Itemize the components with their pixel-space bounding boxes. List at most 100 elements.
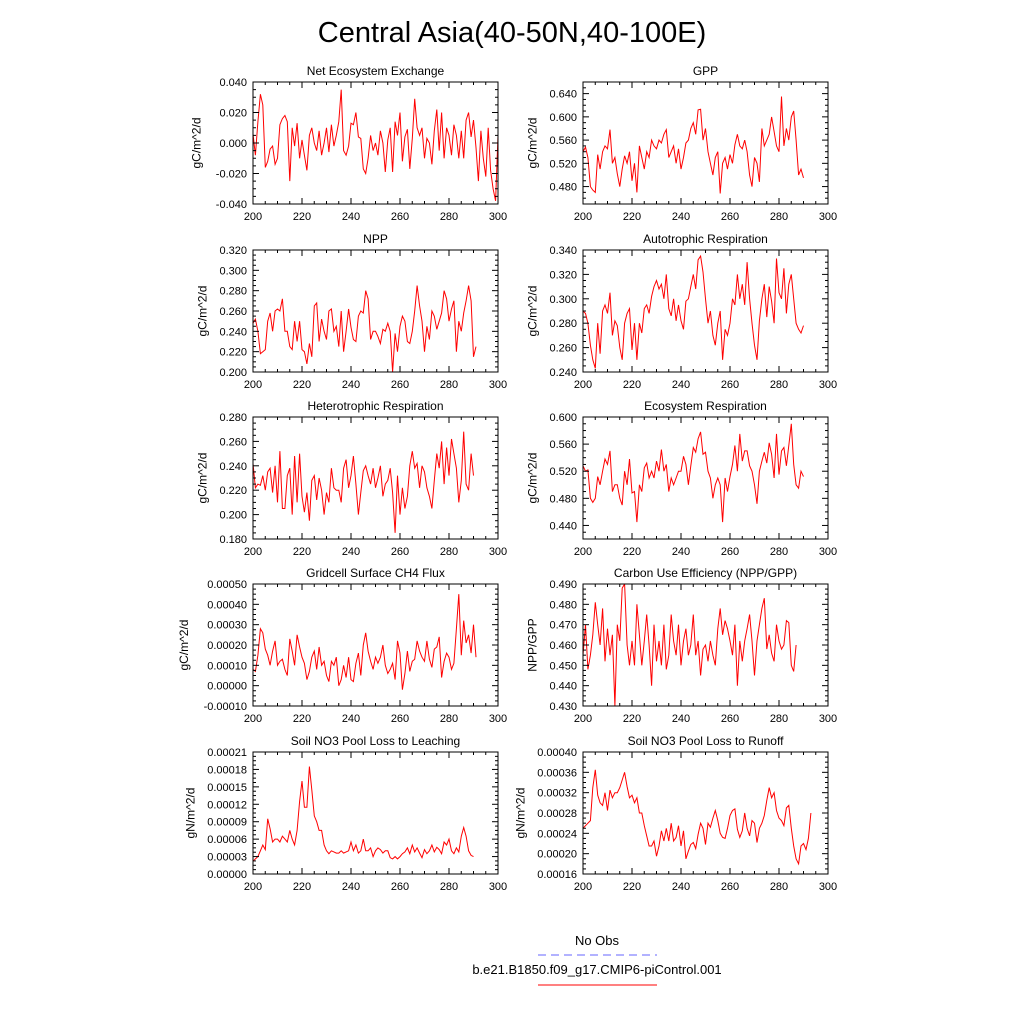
series-line-heterotrophic-respiration [253,431,474,533]
y-tick-label: 0.00050 [207,579,247,591]
y-axis-label: gC/m^2/d [177,620,191,671]
y-tick-label: 0.00040 [537,747,577,759]
y-tick-label: 0.300 [549,294,577,306]
x-tick-label: 240 [342,211,360,223]
x-tick-label: 280 [770,379,788,391]
y-tick-label: 0.240 [219,461,247,473]
y-tick-label: 0.260 [219,436,247,448]
x-tick-label: 240 [342,881,360,893]
plot-frame [582,751,829,875]
y-tick-label: 0.00003 [207,852,247,864]
y-axis-label: gN/m^2/d [183,788,197,839]
y-tick-label: 0.260 [549,343,577,355]
x-tick-label: 260 [721,546,739,558]
y-tick-label: 0.450 [549,660,577,672]
panel-title: Net Ecosystem Exchange [307,64,445,78]
x-tick-label: 200 [574,881,592,893]
y-tick-label: 0.00000 [207,869,247,881]
y-tick-label: -0.00010 [204,701,247,713]
x-tick-label: 220 [623,546,641,558]
y-tick-label: 0.300 [219,265,247,277]
x-tick-label: 200 [244,546,262,558]
y-axis-label: NPP/GPP [526,618,540,671]
series-line-carbon-use-efficiency-npp-gpp [583,584,797,706]
y-tick-label: 0.220 [219,347,247,359]
y-tick-label: 0.560 [549,439,577,451]
x-tick-label: 200 [244,379,262,391]
plot-frame [582,416,829,540]
series-line-soil-no3-pool-loss-to-leaching [253,766,474,862]
x-tick-label: 200 [574,211,592,223]
x-tick-label: 280 [440,379,458,391]
x-tick-label: 280 [770,713,788,725]
y-tick-label: 0.480 [549,182,577,194]
y-axis-label: gN/m^2/d [513,788,527,839]
series-line-gpp [583,96,804,194]
y-tick-label: 0.00010 [207,660,247,672]
y-tick-label: 0.040 [219,77,247,89]
y-tick-label: 0.020 [219,108,247,120]
y-axis-label: gC/m^2/d [526,286,540,337]
plot-frame [252,249,499,373]
panel-autotrophic-respiration: Autotrophic Respiration 200 220 240 260 280 30… [526,232,838,391]
y-tick-label: 0.00015 [207,782,247,794]
x-tick-label: 240 [672,881,690,893]
x-tick-label: 220 [293,713,311,725]
panel-carbon-use-efficiency-npp-gpp: Carbon Use Efficiency (NPP/GPP) 200 220 240… [526,566,838,725]
x-tick-label: 260 [721,881,739,893]
panel-soil-no3-pool-loss-to-leaching: Soil NO3 Pool Loss to Leaching 200 220 240 2… [183,734,507,893]
panel-title: Autotrophic Respiration [643,232,768,246]
y-tick-label: 0.180 [219,534,247,546]
y-tick-label: 0.00040 [207,599,247,611]
y-axis-label: gC/m^2/d [526,118,540,169]
x-tick-label: 240 [342,546,360,558]
x-tick-label: 300 [489,546,507,558]
y-tick-label: 0.280 [219,286,247,298]
x-tick-label: 260 [721,379,739,391]
y-tick-label: 0.520 [549,466,577,478]
y-tick-label: 0.640 [549,89,577,101]
x-tick-label: 280 [440,546,458,558]
x-tick-label: 200 [574,379,592,391]
x-tick-label: 260 [721,211,739,223]
y-tick-label: 0.200 [219,510,247,522]
panel-title: Carbon Use Efficiency (NPP/GPP) [614,566,797,580]
x-tick-label: 300 [489,881,507,893]
y-tick-label: 0.560 [549,135,577,147]
x-tick-label: 240 [342,379,360,391]
y-tick-label: 0.00018 [207,764,247,776]
series-line-soil-no3-pool-loss-to-runoff [583,769,812,866]
x-tick-label: 260 [391,881,409,893]
x-tick-label: 300 [819,379,837,391]
series-line-gridcell-surface-ch4-flux [253,594,477,690]
x-tick-label: 300 [819,713,837,725]
y-tick-label: 0.00024 [537,828,577,840]
x-tick-label: 220 [293,546,311,558]
figure-title: Central Asia(40-50N,40-100E) [318,17,706,49]
y-tick-label: 0.220 [219,485,247,497]
panel-ecosystem-respiration: Ecosystem Respiration 200 220 240 260 280 300 0… [526,399,838,558]
x-tick-label: 220 [623,379,641,391]
x-tick-label: 280 [440,211,458,223]
x-tick-label: 280 [440,881,458,893]
panel-title: Soil NO3 Pool Loss to Leaching [291,734,460,748]
plot-frame [582,249,829,373]
x-tick-label: 300 [489,713,507,725]
x-tick-label: 240 [672,379,690,391]
y-tick-label: 0.520 [549,158,577,170]
y-tick-label: 0.490 [549,579,577,591]
y-tick-label: 0.240 [549,367,577,379]
x-tick-label: 280 [770,211,788,223]
y-tick-label: -0.020 [216,169,247,181]
y-tick-label: 0.00036 [537,767,577,779]
panel-heterotrophic-respiration: Heterotrophic Respiration 200 220 240 260 280… [196,399,508,558]
y-tick-label: 0.00009 [207,817,247,829]
x-tick-label: 300 [819,881,837,893]
x-tick-label: 200 [244,713,262,725]
y-tick-label: 0.440 [549,681,577,693]
x-tick-label: 220 [623,881,641,893]
panel-title: Soil NO3 Pool Loss to Runoff [628,734,785,748]
x-tick-label: 200 [574,546,592,558]
y-axis-label: gC/m^2/d [196,286,210,337]
